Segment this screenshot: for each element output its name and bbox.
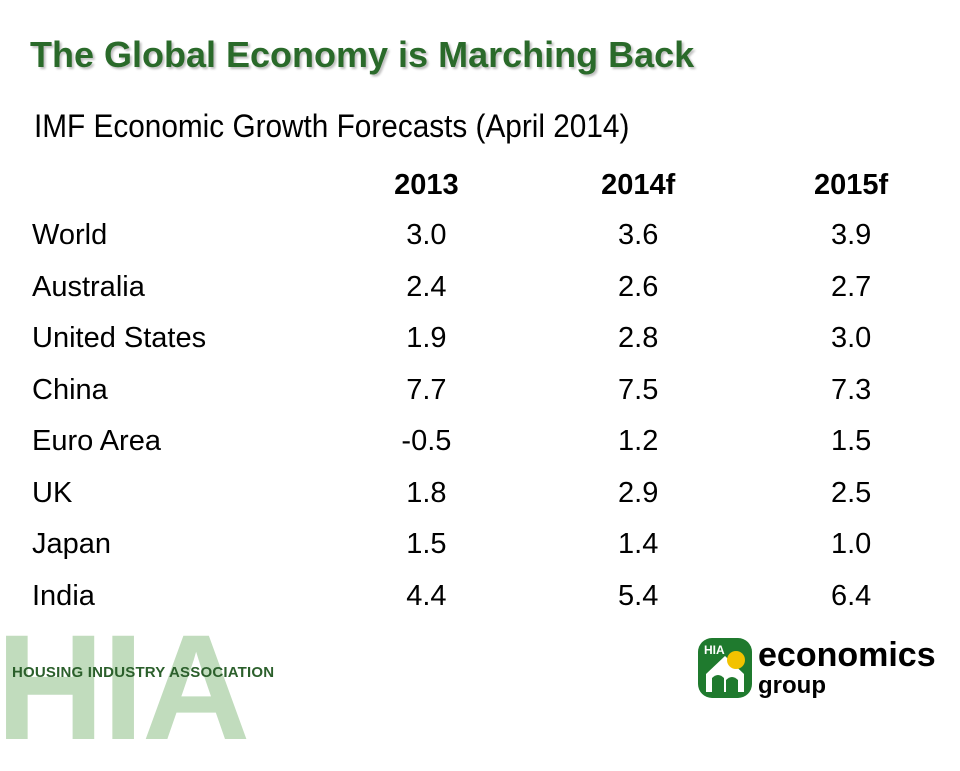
table-heading: IMF Economic Growth Forecasts (April 201… [34,108,630,144]
region-cell: Euro Area [32,425,161,458]
value-2014f: 2.8 [618,322,659,355]
value-2013: 1.8 [406,476,447,509]
logo-text-economics: economics [758,636,936,674]
table-row: UK 1.8 2.9 2.5 [20,468,960,520]
value-2014f: 2.9 [618,476,659,509]
region-cell: China [32,373,108,406]
value-2015f: 7.3 [830,373,872,406]
header-2015f: 2015f [814,168,889,201]
value-2014f: 1.2 [618,425,659,458]
value-2015f: 3.0 [830,322,872,355]
association-name: HOUSING INDUSTRY ASSOCIATION [12,664,275,681]
region-cell: India [32,579,95,612]
value-2014f: 1.4 [618,528,659,561]
slide-title: The Global Economy is Marching Back [30,34,695,75]
value-2014f: 2.6 [618,270,659,303]
table-row: Euro Area -0.5 1.2 1.5 [20,416,960,468]
value-2013: -0.5 [401,425,452,458]
value-2013: 4.4 [406,579,447,612]
value-2014f: 7.5 [618,373,659,406]
value-2015f: 1.0 [830,528,872,561]
table-row: Japan 1.5 1.4 1.0 [20,519,960,571]
value-2015f: 2.7 [830,270,872,303]
logo-text-group: group [758,672,826,699]
header-region [20,160,319,210]
value-2015f: 3.9 [830,219,872,252]
value-2013: 1.5 [406,528,447,561]
value-2015f: 1.5 [830,425,872,458]
table-header-row: 2013 2014f 2015f [20,160,960,210]
table-row: United States 1.9 2.8 3.0 [20,313,960,365]
economics-group-logo: HIA economics group [696,636,936,706]
value-2013: 3.0 [406,219,447,252]
table-row: Australia 2.4 2.6 2.7 [20,262,960,314]
region-cell: United States [32,322,207,355]
table-row: India 4.4 5.4 6.4 [20,571,960,623]
logo-badge-text: HIA [704,643,725,657]
region-cell: Japan [32,528,112,561]
value-2013: 7.7 [406,373,447,406]
value-2013: 2.4 [406,270,447,303]
region-cell: Australia [32,270,145,303]
value-2015f: 6.4 [830,579,872,612]
forecast-table: 2013 2014f 2015f World 3.0 3.6 3.9 Austr… [20,160,960,622]
region-cell: UK [32,476,73,509]
value-2014f: 5.4 [618,579,659,612]
table-row: China 7.7 7.5 7.3 [20,365,960,417]
value-2013: 1.9 [406,322,447,355]
header-2013: 2013 [394,168,459,201]
header-2014f: 2014f [601,168,676,201]
table-row: World 3.0 3.6 3.9 [20,210,960,262]
value-2014f: 3.6 [618,219,659,252]
region-cell: World [32,219,108,252]
hia-watermark-logo: HIA [0,603,250,771]
hia-house-icon: HIA [698,638,752,698]
value-2015f: 2.5 [830,476,872,509]
